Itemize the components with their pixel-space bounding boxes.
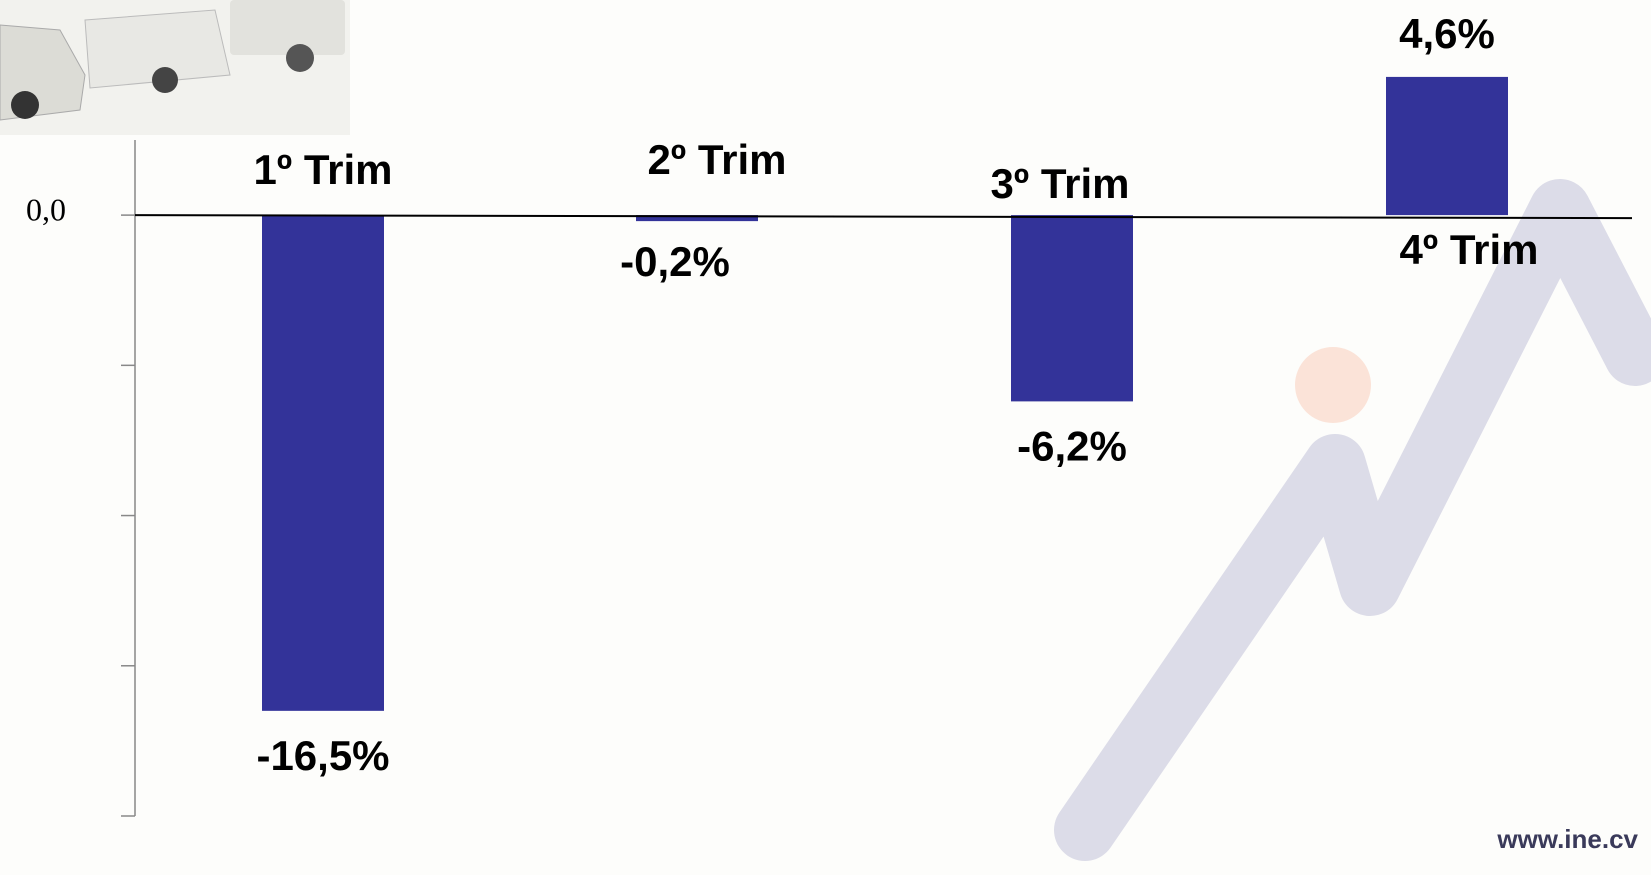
x-tick-label: 3º Trim bbox=[990, 160, 1129, 207]
value-label: -16,5% bbox=[256, 732, 389, 779]
logo-decoration bbox=[1054, 179, 1651, 861]
x-tick-label: 1º Trim bbox=[253, 146, 392, 193]
x-tick-label: 4º Trim bbox=[1399, 226, 1538, 273]
x-axis bbox=[134, 214, 1633, 220]
bar bbox=[1011, 215, 1133, 402]
y-tick-label: 0,0 bbox=[26, 191, 66, 227]
source: www.ine.cv bbox=[1496, 824, 1638, 854]
x-tick-label: 2º Trim bbox=[647, 136, 786, 183]
vehicles-image bbox=[0, 0, 350, 135]
bar bbox=[1386, 76, 1508, 216]
value-label: -0,2% bbox=[620, 238, 730, 285]
bar bbox=[636, 215, 758, 222]
bar bbox=[262, 215, 384, 711]
value-label: 4,6% bbox=[1399, 10, 1495, 57]
value-label: -6,2% bbox=[1017, 422, 1127, 469]
